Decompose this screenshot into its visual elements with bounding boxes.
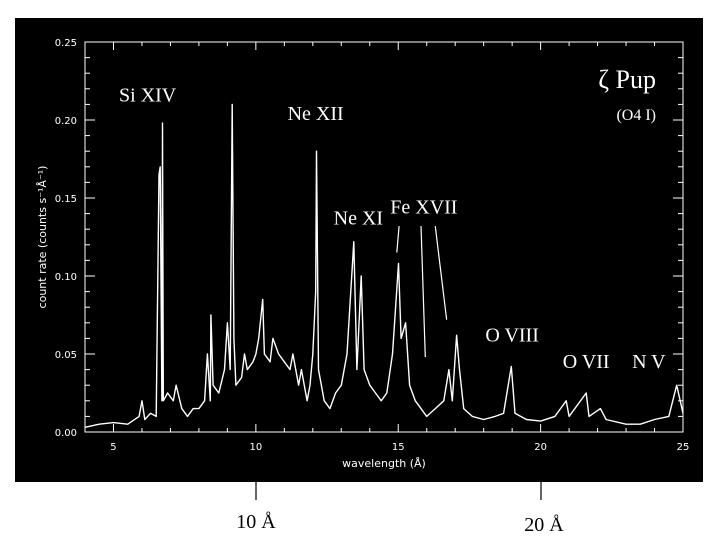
line-label: Si XIV [119,84,177,106]
y-tick-label: 0.10 [55,272,77,283]
line-label: O VIII [485,325,539,347]
y-tick-label: 0.05 [55,350,77,361]
y-axis-label: count rate (counts s⁻¹Å⁻¹) [36,166,49,309]
x-tick-label: 15 [392,442,405,453]
label-pointer [434,226,448,320]
series-layer [84,103,684,428]
x-tick-label: 10 [249,442,262,453]
x-tick-label: 5 [110,442,116,453]
y-tick-label: 0.15 [55,194,77,205]
chart-background [15,18,703,482]
plot-frame [84,41,684,433]
x-tick-label: 20 [534,442,547,453]
tick-labels: 5 10 15 20 25 0.00 0.05 0.10 0.15 0.20 0.25 [55,38,690,453]
y-tick-label: 0.25 [55,38,77,49]
axis-ticks [84,41,684,433]
y-tick-label: 0.00 [55,428,77,439]
marker-10-label: 10 Å [236,511,276,533]
spectral-type: (O4 I) [616,107,656,124]
line-label: Ne XI [334,208,383,230]
marker-20-label: 20 Å [524,514,564,536]
line-annotations: Si XIV Ne XII Ne XI Fe XVII O VIII O VII N V [119,84,666,373]
label-pointer [396,226,400,253]
y-tick-label: 0.20 [55,116,77,127]
line-label: Ne XII [288,103,344,125]
line-label: O VII [563,351,610,373]
spectrum-line [84,103,684,428]
label-pointer [420,226,426,358]
line-label: N V [632,351,666,373]
x-tick-label: 25 [677,442,690,453]
x-axis-label: wavelength (Å) [342,457,426,470]
star-name: ζ Pup [598,65,656,94]
plot-area: 5 10 15 20 25 0.00 0.05 0.10 0.15 0.20 0.25 Si XIV… [55,38,690,453]
line-label: Fe XVII [390,197,457,219]
